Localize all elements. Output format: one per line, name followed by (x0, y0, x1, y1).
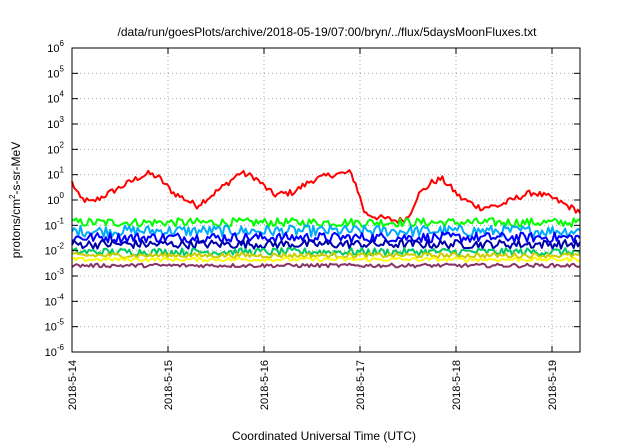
chart-title: /data/run/goesPlots/archive/2018-05-19/0… (118, 25, 538, 39)
y-tick-label: 10-4 (45, 292, 65, 308)
y-axis-label-sup: 2 (8, 194, 17, 199)
x-tick-label: 2018-5-14 (67, 360, 79, 410)
y-tick-label: 10-5 (45, 318, 65, 334)
series-line-6 (71, 247, 581, 257)
x-axis-label: Coordinated Universal Time (UTC) (232, 429, 416, 443)
y-axis-label-suffix: -s-sr-MeV (9, 142, 23, 195)
y-axis-label: protons/cm2-s-sr-MeV (8, 142, 23, 258)
series-line-3 (71, 224, 581, 238)
x-tick-label: 2018-5-16 (259, 360, 271, 410)
grid-lines (72, 48, 580, 352)
series-line-9 (71, 262, 581, 269)
x-tick-label: 2018-5-19 (547, 360, 559, 410)
series-line-2 (71, 217, 581, 228)
y-tick-label: 106 (47, 39, 64, 55)
y-axis-ticks: 10-6 10-5 10-4 10-3 10-2 10-1 100 101 102 103 104 1… (45, 39, 580, 359)
y-tick-label: 102 (47, 140, 64, 156)
y-tick-label: 104 (47, 90, 64, 106)
x-tick-label: 2018-5-18 (451, 360, 463, 410)
x-tick-label: 2018-5-17 (355, 360, 367, 410)
series-line-4 (71, 231, 581, 244)
y-tick-label: 10-1 (45, 216, 65, 232)
x-tick-label: 2018-5-15 (163, 360, 175, 410)
y-tick-label: 10-3 (45, 267, 65, 283)
series-line-7 (71, 251, 581, 259)
y-tick-label: 100 (47, 191, 64, 207)
y-tick-label: 10-6 (45, 343, 65, 359)
y-tick-label: 103 (47, 115, 64, 131)
y-axis-label-prefix: protons/cm (9, 199, 23, 258)
plot-series (71, 169, 581, 269)
series-line-1 (71, 169, 581, 225)
y-tick-label: 10-2 (45, 242, 65, 258)
y-tick-label: 101 (47, 166, 64, 182)
series-line-5 (71, 239, 581, 250)
series-line-8 (71, 256, 581, 263)
x-axis-ticks: 2018-5-14 2018-5-15 2018-5-16 2018-5-17 2018… (67, 48, 559, 410)
y-tick-label: 105 (47, 64, 64, 80)
